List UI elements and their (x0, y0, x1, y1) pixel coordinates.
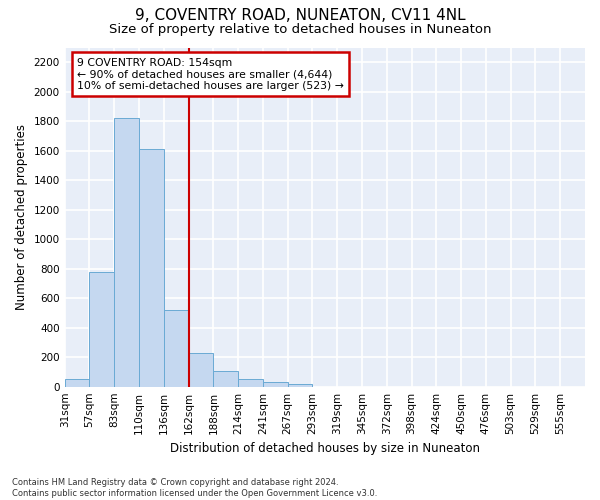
Text: 9 COVENTRY ROAD: 154sqm
← 90% of detached houses are smaller (4,644)
10% of semi: 9 COVENTRY ROAD: 154sqm ← 90% of detache… (77, 58, 344, 91)
Bar (214, 371, 238, 386)
Bar (263, 382, 287, 386)
Bar (188, 353, 214, 386)
Text: Contains HM Land Registry data © Crown copyright and database right 2024.
Contai: Contains HM Land Registry data © Crown c… (12, 478, 377, 498)
Text: 9, COVENTRY ROAD, NUNEATON, CV11 4NL: 9, COVENTRY ROAD, NUNEATON, CV11 4NL (134, 8, 466, 22)
Bar (89, 272, 114, 386)
Bar (164, 310, 188, 386)
Bar (114, 118, 139, 386)
Bar (238, 378, 263, 386)
Y-axis label: Number of detached properties: Number of detached properties (15, 124, 28, 310)
Bar (65, 378, 89, 386)
X-axis label: Distribution of detached houses by size in Nuneaton: Distribution of detached houses by size … (170, 442, 480, 455)
Bar (139, 150, 164, 386)
Bar (287, 384, 313, 386)
Text: Size of property relative to detached houses in Nuneaton: Size of property relative to detached ho… (109, 22, 491, 36)
